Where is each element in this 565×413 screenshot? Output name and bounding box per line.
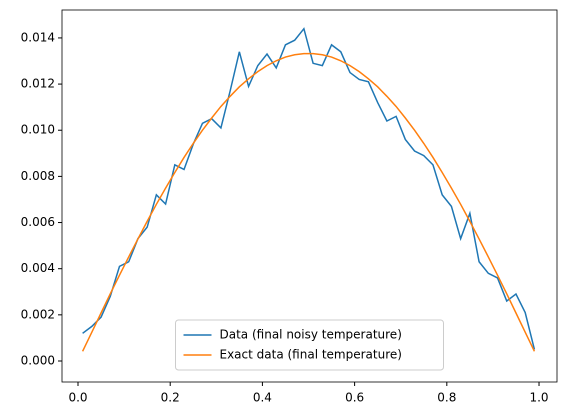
legend-box <box>175 319 444 371</box>
x-tick-label: 1.0 <box>529 391 548 405</box>
y-tick-label: 0.012 <box>21 77 55 91</box>
y-tick-label: 0.008 <box>21 169 55 183</box>
y-tick-label: 0.006 <box>21 215 55 229</box>
legend-label: Exact data (final temperature) <box>220 348 402 362</box>
x-tick-label: 0.8 <box>437 391 456 405</box>
y-tick-label: 0.000 <box>21 354 55 368</box>
x-tick-label: 0.4 <box>253 391 272 405</box>
y-tick-label: 0.002 <box>21 307 55 321</box>
plot-frame <box>61 9 558 383</box>
data-line <box>81 52 536 352</box>
y-tick-label: 0.004 <box>21 261 55 275</box>
y-tick-label: 0.014 <box>21 30 55 44</box>
x-tick-label: 0.0 <box>68 391 87 405</box>
x-tick-label: 0.6 <box>345 391 364 405</box>
y-tick-label: 0.010 <box>21 123 55 137</box>
data-line <box>82 27 536 350</box>
legend-label: Data (final noisy temperature) <box>220 328 402 342</box>
x-tick-label: 0.2 <box>161 391 180 405</box>
